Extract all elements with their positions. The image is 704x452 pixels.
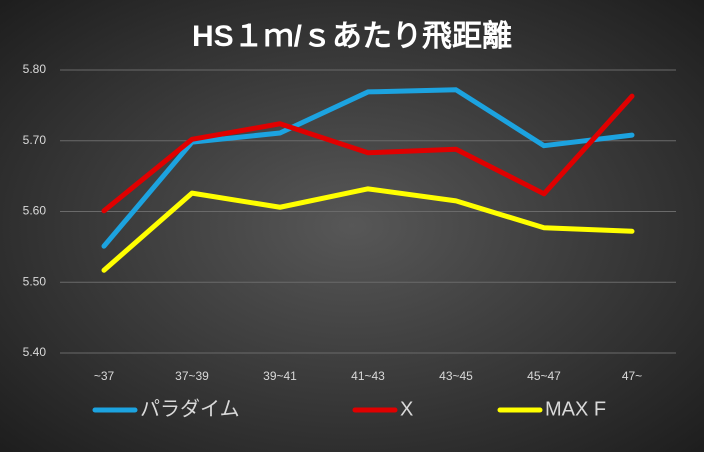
chart-title: HS１ｍ/ｓあたり飛距離 [192,19,512,53]
series-line [101,186,635,273]
x-tick-label: 39~41 [263,369,297,383]
x-tick-label: 37~39 [175,369,209,383]
x-tick-label: 43~45 [439,369,473,383]
y-tick-label: 5.60 [23,204,47,218]
legend-label: MAX F [545,398,606,420]
x-tick-label: 47~ [622,369,642,383]
y-tick-label: 5.50 [23,274,47,288]
y-tick-label: 5.80 [23,62,47,76]
x-tick-label: 45~47 [527,369,561,383]
x-tick-label: ~37 [94,369,115,383]
series-line [101,93,635,214]
y-tick-label: 5.70 [23,133,47,147]
legend-label: パラダイム [140,397,240,420]
legend-label: X [400,398,413,420]
x-tick-label: 41~43 [351,369,385,383]
y-tick-label: 5.40 [23,345,47,359]
